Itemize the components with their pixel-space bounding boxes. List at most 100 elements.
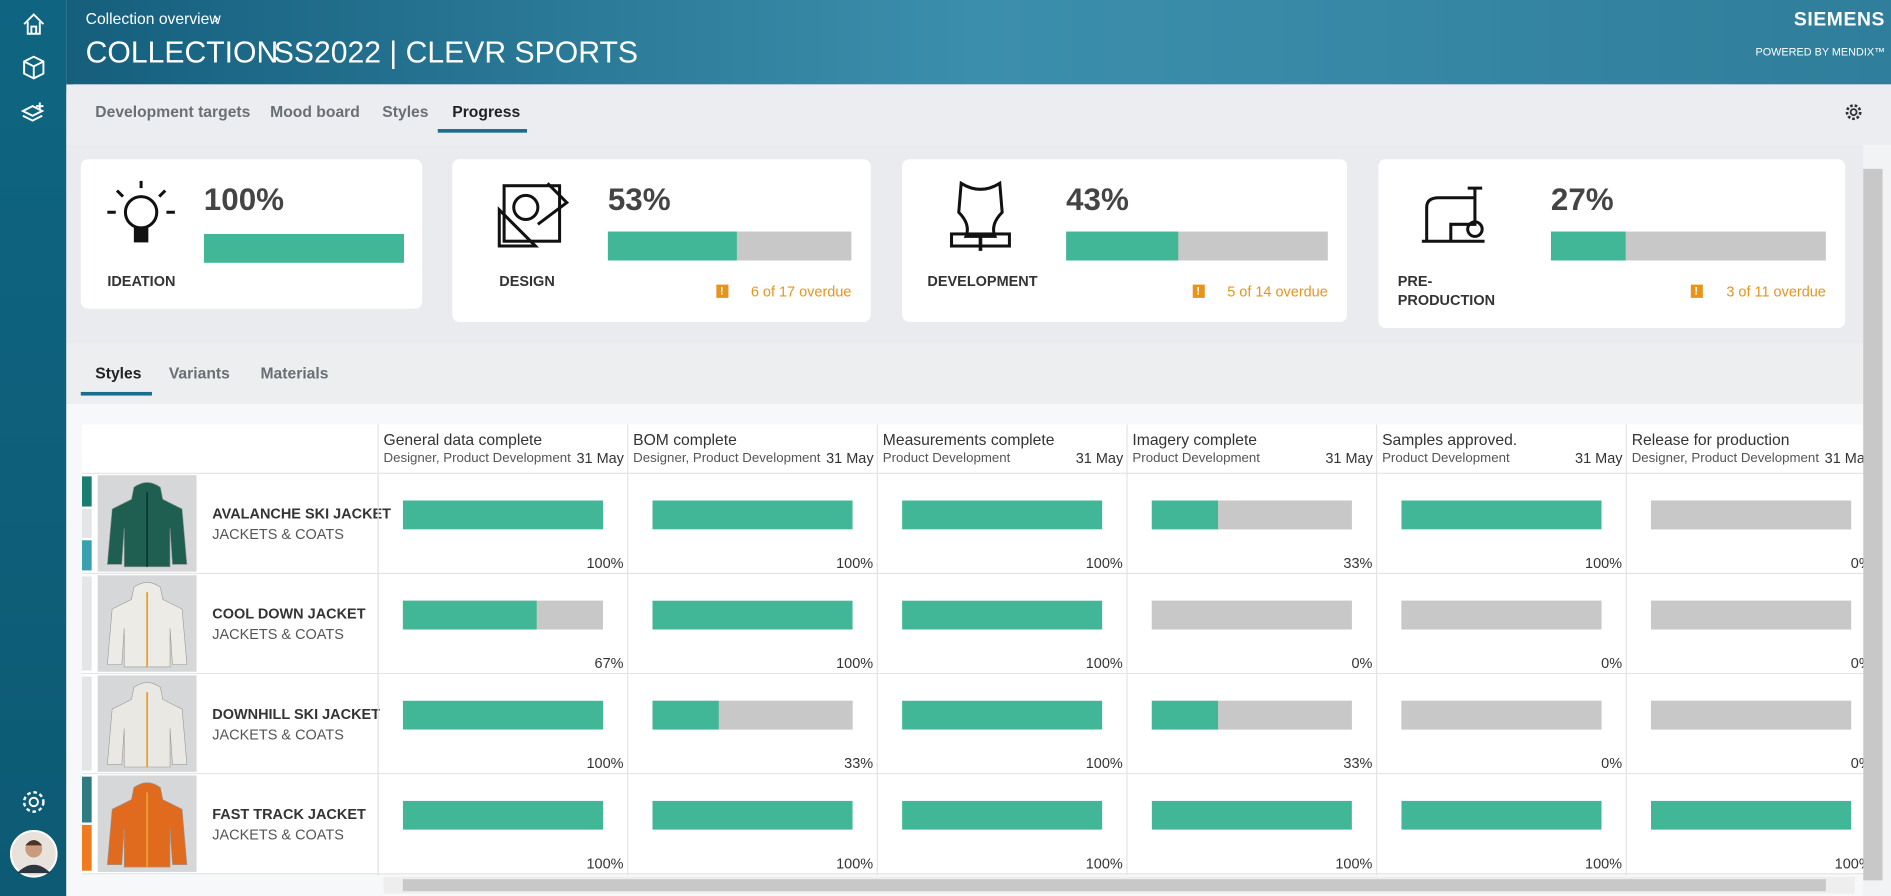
stage-bar [607, 231, 737, 261]
stage-name: IDEATION [107, 272, 176, 290]
row-thumbnail [97, 475, 197, 572]
cell-divider [876, 574, 878, 675]
cell-divider [1126, 473, 1128, 575]
progress-track [1401, 500, 1602, 530]
progress-track [1401, 600, 1602, 630]
progress-bar [1401, 500, 1602, 530]
progress-bar [1401, 800, 1602, 830]
stage-icon [950, 180, 1011, 251]
progress-bar [1151, 500, 1218, 530]
subtab-underline [80, 391, 152, 396]
progress-track [402, 800, 603, 830]
progress-label: 100% [836, 654, 874, 672]
progress-label: 100% [1085, 855, 1123, 872]
cell-divider [1126, 774, 1128, 875]
cell-divider [1376, 774, 1378, 875]
subtab-bar [66, 343, 1864, 405]
row-name[interactable]: DOWNHILL SKI JACKET [212, 705, 381, 723]
status-stripe [82, 824, 92, 871]
progress-label: 100% [586, 554, 624, 572]
tab[interactable]: Mood board [270, 102, 360, 121]
row-name[interactable]: COOL DOWN JACKET [212, 605, 366, 623]
breadcrumb[interactable]: Collection overview [85, 9, 221, 28]
progress-track [1401, 800, 1602, 830]
column-title: General data complete [383, 430, 543, 449]
cell-divider [1625, 674, 1627, 775]
progress-label: 0% [1351, 654, 1373, 672]
cell-divider [1126, 674, 1128, 775]
progress-label: 100% [1085, 754, 1123, 772]
progress-label: 100% [586, 855, 624, 872]
layers-icon[interactable] [20, 100, 48, 127]
progress-bar [402, 800, 603, 830]
progress-bar [902, 800, 1103, 830]
header [66, 0, 1891, 85]
progress-label: 100% [1335, 855, 1373, 872]
cell-divider [627, 473, 629, 575]
progress-track [652, 500, 853, 530]
progress-track [1651, 800, 1852, 830]
column-due: 31 May [826, 449, 874, 467]
cell-divider [1625, 774, 1627, 875]
subtab[interactable]: Materials [260, 364, 329, 383]
row-category: JACKETS & COATS [212, 625, 344, 643]
progress-track [1151, 700, 1352, 730]
gear-icon[interactable] [1844, 103, 1863, 122]
progress-label: 100% [586, 754, 624, 772]
breadcrumb-chevron: › [213, 8, 219, 27]
column-title: Release for production [1631, 430, 1790, 449]
progress-track [652, 700, 853, 730]
row-name[interactable]: AVALANCHE SKI JACKET [212, 505, 392, 523]
progress-label: 0% [1601, 754, 1623, 772]
tab[interactable]: Styles [382, 102, 429, 121]
subtab[interactable]: Variants [168, 364, 230, 383]
stage-name: DEVELOPMENT [927, 272, 1038, 290]
progress-label: 0% [1850, 654, 1863, 672]
horizontal-scrollbar[interactable] [383, 876, 1855, 894]
column-title: Samples approved. [1382, 430, 1518, 449]
overdue-label: 6 of 17 overdue [750, 283, 852, 301]
overdue-label: 3 of 11 overdue [1726, 283, 1826, 301]
avatar[interactable] [9, 830, 58, 878]
stage-name: PRE-PRODUCTION [1397, 272, 1496, 309]
stage-bar-track [203, 233, 405, 263]
progress-label: 100% [836, 554, 874, 572]
stage-icon [497, 182, 570, 248]
tab[interactable]: Progress [452, 102, 521, 121]
table-header [82, 424, 1864, 474]
column-roles: Designer, Product Development [1631, 451, 1820, 466]
cell-divider [876, 774, 878, 875]
subtab[interactable]: Styles [95, 364, 142, 383]
tab[interactable]: Development targets [95, 102, 251, 121]
progress-track [1651, 700, 1852, 730]
cell-divider [377, 774, 379, 875]
cell-divider [1376, 473, 1378, 575]
overdue-label: 5 of 14 overdue [1227, 283, 1328, 301]
progress-track [902, 500, 1103, 530]
stage-percent: 100% [203, 180, 285, 218]
home-icon[interactable] [21, 11, 48, 38]
row-thumbnail [97, 575, 197, 672]
row-name[interactable]: FAST TRACK JACKET [212, 805, 366, 823]
progress-bar [652, 800, 853, 830]
vertical-scrollbar[interactable] [1863, 168, 1883, 881]
column-roles: Product Development [1382, 451, 1510, 466]
row-category: JACKETS & COATS [212, 826, 344, 843]
cell-divider [1625, 574, 1627, 675]
stage-bar-track [607, 231, 852, 261]
column-roles: Product Development [882, 451, 1011, 466]
stage-bar [1066, 231, 1179, 261]
progress-bar [1651, 800, 1852, 830]
box-icon[interactable] [21, 54, 48, 81]
column-title: Imagery complete [1132, 430, 1258, 449]
column-due: 31 May [1325, 449, 1373, 467]
column-due: 31 May [576, 449, 624, 467]
sidebar [0, 0, 67, 896]
settings-icon[interactable] [21, 789, 48, 816]
row-thumbnail [97, 775, 197, 872]
tab-bar [66, 84, 1891, 145]
progress-bar [652, 500, 853, 530]
column-due: 31 May [1075, 449, 1124, 467]
status-stripe [82, 576, 92, 671]
